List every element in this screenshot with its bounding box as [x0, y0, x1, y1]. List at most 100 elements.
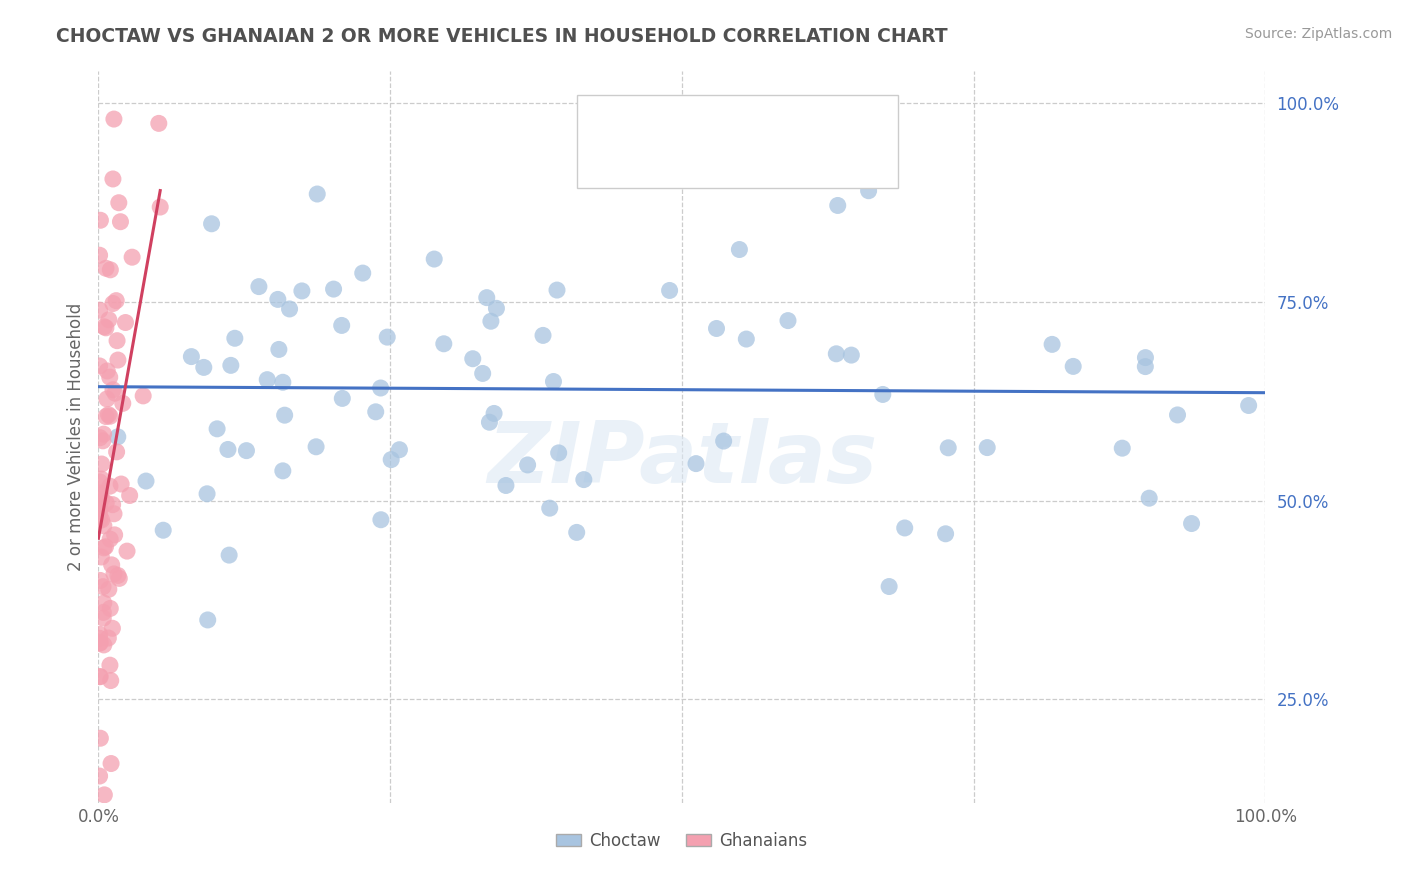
Point	[475, 291, 498, 305]
Point	[107, 430, 129, 444]
Point	[825, 112, 848, 126]
Point	[706, 321, 728, 335]
Point	[90, 513, 112, 527]
Text: Source: ZipAtlas.com: Source: ZipAtlas.com	[1244, 27, 1392, 41]
Point	[485, 301, 508, 316]
Point	[96, 364, 118, 378]
Text: N =: N =	[793, 112, 831, 131]
Point	[89, 501, 111, 516]
Point	[872, 387, 894, 401]
Point	[93, 541, 115, 555]
Point	[776, 313, 799, 327]
Point	[89, 359, 111, 373]
Point	[89, 513, 111, 527]
Point	[98, 262, 121, 277]
Point	[89, 769, 111, 783]
Point	[197, 613, 219, 627]
Point	[118, 488, 141, 502]
Point	[101, 172, 124, 186]
Point	[97, 582, 120, 597]
Point	[90, 549, 112, 564]
Point	[111, 396, 134, 410]
Point	[89, 731, 111, 746]
Point	[105, 445, 128, 459]
Point	[89, 574, 111, 588]
Point	[89, 486, 111, 500]
Point	[91, 606, 114, 620]
Text: N =: N =	[793, 162, 831, 180]
Point	[97, 408, 120, 422]
Point	[97, 631, 120, 645]
Point	[89, 507, 111, 521]
Point	[461, 351, 484, 366]
Point	[380, 452, 402, 467]
Point	[90, 491, 112, 506]
Point	[877, 580, 900, 594]
Point	[713, 434, 735, 448]
Point	[547, 446, 569, 460]
Point	[132, 389, 155, 403]
Point	[96, 496, 118, 510]
Point	[370, 513, 392, 527]
Y-axis label: 2 or more Vehicles in Household: 2 or more Vehicles in Household	[66, 303, 84, 571]
Point	[256, 373, 278, 387]
Point	[330, 318, 353, 333]
Point	[482, 407, 505, 421]
Point	[271, 376, 294, 390]
Point	[388, 442, 411, 457]
Point	[91, 611, 114, 625]
Point	[98, 532, 121, 546]
Point	[107, 568, 129, 582]
Point	[1062, 359, 1084, 374]
Point	[685, 457, 707, 471]
Point	[104, 528, 127, 542]
Point	[148, 116, 170, 130]
Point	[247, 279, 270, 293]
Point	[90, 472, 112, 486]
Point	[267, 293, 290, 307]
Point	[89, 636, 111, 650]
Point	[90, 488, 112, 502]
Point	[101, 621, 124, 635]
Point	[94, 409, 117, 424]
Point	[103, 507, 125, 521]
Point	[936, 441, 959, 455]
Point	[94, 321, 117, 335]
Point	[114, 316, 136, 330]
Point	[100, 558, 122, 572]
Point	[107, 195, 129, 210]
Legend: Choctaw, Ghanaians: Choctaw, Ghanaians	[550, 825, 814, 856]
Point	[200, 217, 222, 231]
Point	[352, 266, 374, 280]
Point	[89, 670, 111, 684]
Point	[135, 474, 157, 488]
Point	[104, 386, 127, 401]
Point	[115, 544, 138, 558]
Point	[218, 548, 240, 562]
Point	[98, 658, 121, 673]
Point	[278, 301, 301, 316]
Point	[735, 332, 758, 346]
Point	[1237, 399, 1260, 413]
Point	[471, 367, 494, 381]
Point	[478, 415, 501, 429]
Point	[103, 112, 125, 126]
Point	[105, 334, 128, 348]
Point	[1135, 351, 1157, 365]
Point	[105, 293, 128, 308]
Point	[107, 353, 129, 368]
Point	[110, 477, 132, 491]
Point	[531, 328, 554, 343]
Text: 0.403: 0.403	[703, 162, 763, 180]
Point	[89, 636, 111, 650]
Point	[193, 360, 215, 375]
Text: 80: 80	[837, 112, 862, 131]
Point	[858, 184, 880, 198]
Point	[1111, 441, 1133, 455]
Point	[93, 319, 115, 334]
Point	[98, 370, 121, 384]
Point	[91, 580, 114, 594]
Text: -0.087: -0.087	[703, 112, 765, 131]
Point	[101, 498, 124, 512]
Point	[89, 632, 111, 646]
